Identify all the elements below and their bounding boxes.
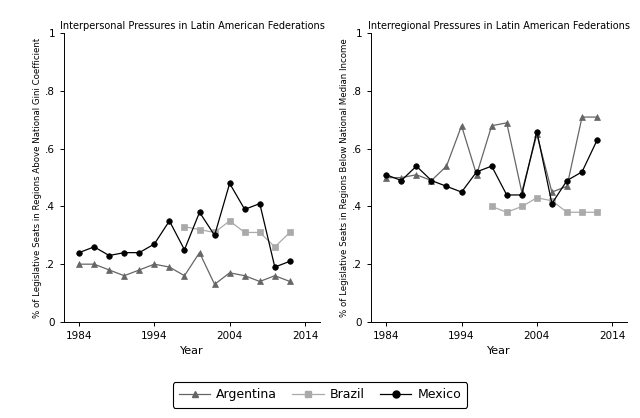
- X-axis label: Year: Year: [180, 347, 204, 357]
- Title: Interpersonal Pressures in Latin American Federations: Interpersonal Pressures in Latin America…: [60, 21, 324, 31]
- Y-axis label: % of Legislative Seats in Regions Below National Median Income: % of Legislative Seats in Regions Below …: [340, 38, 349, 317]
- X-axis label: Year: Year: [488, 347, 511, 357]
- Legend: Argentina, Brazil, Mexico: Argentina, Brazil, Mexico: [173, 382, 467, 408]
- Title: Interregional Pressures in Latin American Federations: Interregional Pressures in Latin America…: [368, 21, 630, 31]
- Y-axis label: % of Legislative Seats in Regions Above National Gini Coefficient: % of Legislative Seats in Regions Above …: [33, 38, 42, 318]
